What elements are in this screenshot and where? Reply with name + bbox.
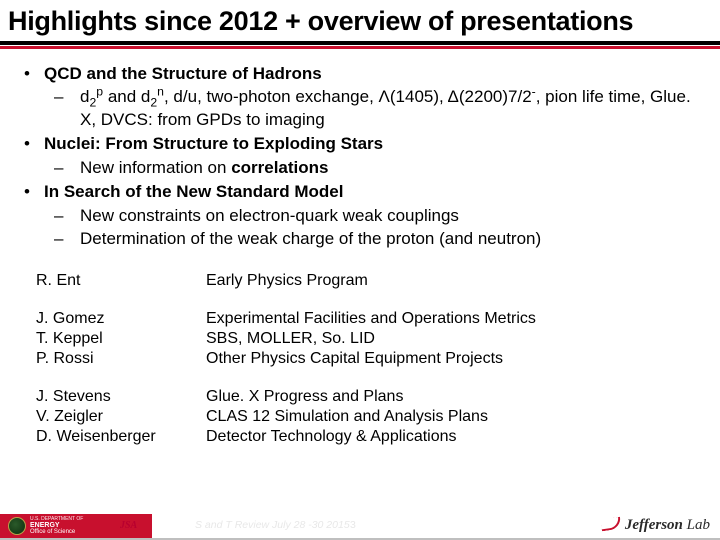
page-number: 3 [350, 519, 356, 531]
sub-item: New constraints on electron-quark weak c… [44, 205, 700, 227]
sub-list: New constraints on electron-quark weak c… [44, 205, 700, 251]
speaker-name: P. Rossi [36, 349, 206, 369]
speaker-name: D. Weisenberger [36, 427, 206, 447]
bullet-list: QCD and the Structure of Hadrons d2p and … [20, 63, 700, 251]
bullet-item: In Search of the New Standard Model New c… [20, 181, 700, 250]
sub-item: d2p and d2n, d/u, two-photon exchange, Λ… [44, 86, 700, 131]
speaker-names: R. Ent [36, 271, 206, 291]
speaker-topic: Other Physics Capital Equipment Projects [206, 349, 684, 369]
jlab-logo: Jefferson Lab [601, 516, 710, 534]
footer-bar: U.S. DEPARTMENT OF ENERGY Office of Scie… [0, 514, 720, 540]
table-row: J. GomezT. KeppelP. RossiExperimental Fa… [36, 309, 684, 369]
speaker-topics: Glue. X Progress and PlansCLAS 12 Simula… [206, 387, 684, 447]
speaker-topic: Detector Technology & Applications [206, 427, 684, 447]
jlab-text: Jefferson Lab [625, 517, 710, 534]
doe-line1: U.S. DEPARTMENT OF [30, 517, 83, 522]
speaker-topic: Experimental Facilities and Operations M… [206, 309, 684, 329]
speaker-topic: Early Physics Program [206, 271, 684, 291]
sub-list: d2p and d2n, d/u, two-photon exchange, Λ… [44, 86, 700, 131]
doe-line3: Office of Science [30, 529, 83, 535]
doe-text: U.S. DEPARTMENT OF ENERGY Office of Scie… [30, 517, 83, 535]
speaker-topics: Early Physics Program [206, 271, 684, 291]
bullet-item: QCD and the Structure of Hadrons d2p and … [20, 63, 700, 131]
speaker-name: J. Gomez [36, 309, 206, 329]
speaker-topic: SBS, MOLLER, So. LID [206, 329, 684, 349]
speaker-name: R. Ent [36, 271, 206, 291]
speaker-table: R. EntEarly Physics ProgramJ. GomezT. Ke… [20, 271, 700, 447]
jlab-swoosh-icon [601, 516, 623, 534]
speaker-topic: CLAS 12 Simulation and Analysis Plans [206, 407, 684, 427]
speaker-name: J. Stevens [36, 387, 206, 407]
sub-item: Determination of the weak charge of the … [44, 228, 700, 250]
sub-list: New information on correlations [44, 157, 700, 179]
bullet-topic: In Search of the New Standard Model [44, 182, 343, 201]
speaker-names: J. StevensV. ZeiglerD. Weisenberger [36, 387, 206, 447]
table-row: J. StevensV. ZeiglerD. WeisenbergerGlue.… [36, 387, 684, 447]
doe-seal-icon [8, 517, 26, 535]
doe-line2: ENERGY [30, 522, 83, 529]
speaker-names: J. GomezT. KeppelP. Rossi [36, 309, 206, 369]
bullet-item: Nuclei: From Structure to Exploding Star… [20, 133, 700, 179]
slide-title: Highlights since 2012 + overview of pres… [0, 0, 720, 41]
bullet-topic: Nuclei: From Structure to Exploding Star… [44, 134, 383, 153]
footer-date-text: S and T Review July 28 -30 2015 [195, 519, 350, 531]
speaker-name: V. Zeigler [36, 407, 206, 427]
jsa-logo: JSA [120, 520, 137, 531]
sub-item: New information on correlations [44, 157, 700, 179]
doe-logo: U.S. DEPARTMENT OF ENERGY Office of Scie… [8, 517, 83, 535]
speaker-name: T. Keppel [36, 329, 206, 349]
speaker-topics: Experimental Facilities and Operations M… [206, 309, 684, 369]
bullet-topic: QCD and the Structure of Hadrons [44, 64, 322, 83]
speaker-topic: Glue. X Progress and Plans [206, 387, 684, 407]
content-area: QCD and the Structure of Hadrons d2p and … [0, 49, 720, 447]
title-underline-black [0, 41, 720, 45]
table-row: R. EntEarly Physics Program [36, 271, 684, 291]
